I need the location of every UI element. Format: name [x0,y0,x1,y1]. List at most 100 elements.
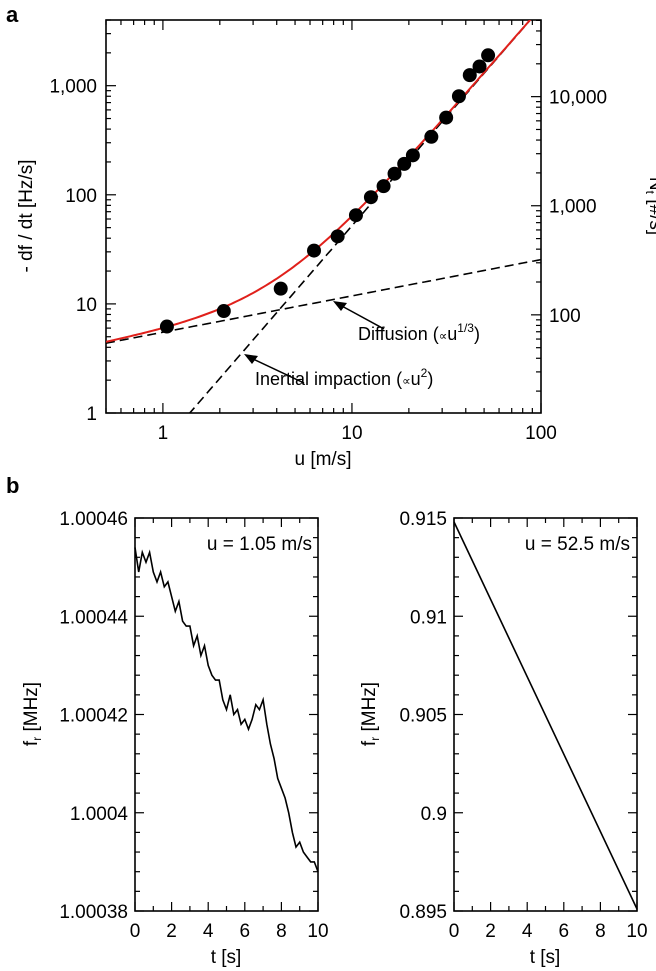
plot-a-xlabel: u [m/s] [294,449,351,470]
x-tick-label: 10 [307,921,328,942]
b1-ylabel-sub: r [30,737,44,741]
inertial-arrowhead [244,354,258,364]
inertial-text: Inertial impaction ( [255,369,402,389]
panel-b-label: b [6,473,19,498]
data-point [439,110,454,125]
plot-a-ticks: 1 10 100 1 10 100 1,000 100 1,000 10,000 [49,19,607,444]
inertial-prop: ∝ [402,374,411,388]
plot-b1-ticks: 0 2 4 6 8 10 1.00038 1.0004 1.00042 1.00044 1.0004… [59,509,328,942]
y-tick-label: 0.905 [399,706,447,727]
plot-b2-title: u = 52.5 m/s [525,534,630,555]
data-point [451,89,466,104]
panel-b-right-chart: 0 2 4 6 8 10 0.895 0.9 0.905 0.91 0.915 u = 52.5 m… [359,509,648,968]
x-tick-label: 10 [626,921,647,942]
x-tick-label: 1 [158,423,169,444]
plot-b1-ylabel: fr [MHz] [21,682,44,746]
panel-a-chart: a 1 10 100 1 10 100 1,000 100 1,000 10,000 u [m/s… [6,2,656,470]
y2-tick-label: 1,000 [549,197,597,218]
data-point [307,243,322,258]
b2-ylabel-main: f [359,740,380,746]
y-tick-label: 1 [86,404,97,425]
plot-b2-ylabel: fr [MHz] [359,682,382,746]
inertial-var: u [411,369,421,389]
data-point [273,281,288,296]
x-tick-label: 2 [485,921,496,942]
plot-b2-xlabel: t [s] [530,947,561,968]
diffusion-arrowhead [333,301,347,311]
diffusion-text: Diffusion ( [358,324,439,344]
data-point [216,304,231,319]
y2label-main: N [645,177,656,191]
plot-b1-xlabel: t [s] [211,947,242,968]
plot-a-lines [106,20,541,413]
diffusion-close: ) [474,324,480,344]
data-point [462,68,477,83]
y-tick-label: 0.91 [410,607,447,628]
x-tick-label: 10 [341,423,362,444]
x-tick-label: 100 [525,423,557,444]
y-tick-label: 10 [76,295,97,316]
diffusion-annotation: Diffusion (∝u1/3) [358,321,480,344]
x-tick-label: 8 [276,921,287,942]
plot-b1-line [134,547,319,872]
b2-ylabel-rest: [MHz] [359,682,380,737]
plot-a-ylabel: - df / dt [Hz/s] [16,160,37,273]
data-point [472,59,487,74]
diffusion-line [106,258,541,344]
plot-b2-ticks: 0 2 4 6 8 10 0.895 0.9 0.905 0.91 0.915 [399,509,647,942]
series-line [453,521,638,910]
x-tick-label: 2 [166,921,177,942]
data-point [159,319,174,334]
x-tick-label: 6 [240,921,251,942]
y2-tick-label: 100 [549,306,581,327]
inertial-arrow [250,357,305,384]
x-tick-label: 0 [130,921,141,942]
y2-tick-label: 10,000 [549,88,607,109]
x-tick-label: 0 [449,921,460,942]
diffusion-arrow [339,304,385,330]
y2label-sub: t [643,191,656,195]
fit-curve [106,20,532,343]
b1-ylabel-rest: [MHz] [21,682,42,737]
y-tick-label: 1.0004 [70,804,129,825]
plot-a-frame [105,19,542,414]
y-tick-label: 1.00044 [59,607,128,628]
series-line [134,547,319,872]
y-tick-label: 1,000 [49,77,97,98]
b2-ylabel-sub: r [368,737,382,741]
y-tick-label: 1.00046 [59,509,128,530]
plot-b2-line [453,521,638,910]
data-point [481,48,496,63]
y-tick-label: 0.915 [399,509,447,530]
plot-a-y2label: Nt [#/s] [643,177,656,235]
x-tick-label: 4 [203,921,214,942]
data-point [397,156,412,171]
b1-ylabel-main: f [21,740,42,746]
data-point [424,129,439,144]
inertial-close: ) [427,369,433,389]
diffusion-prop: ∝ [439,329,448,343]
x-tick-label: 4 [522,921,533,942]
y-tick-label: 1.00038 [59,902,128,923]
y-tick-label: 0.895 [399,902,447,923]
plot-a-points [159,48,496,334]
diffusion-exp: 1/3 [457,321,474,335]
y2label-rest: [#/s] [645,194,656,235]
data-point [387,166,402,181]
diffusion-var: u [447,324,457,344]
inertial-exp: 2 [421,366,428,380]
y-tick-label: 0.9 [421,804,447,825]
inertial-annotation: Inertial impaction (∝u2) [255,366,433,389]
data-point [376,179,391,194]
panel-b-left-chart: 0 2 4 6 8 10 1.00038 1.0004 1.00042 1.00044 1.0004… [21,509,329,968]
data-point [405,148,420,163]
panel-a-label: a [6,2,19,27]
data-point [363,190,378,205]
x-tick-label: 8 [595,921,606,942]
y-tick-label: 1.00042 [59,706,128,727]
data-point [330,229,345,244]
y-tick-label: 100 [65,186,97,207]
plot-b1-title: u = 1.05 m/s [207,534,312,555]
data-point [348,208,363,223]
